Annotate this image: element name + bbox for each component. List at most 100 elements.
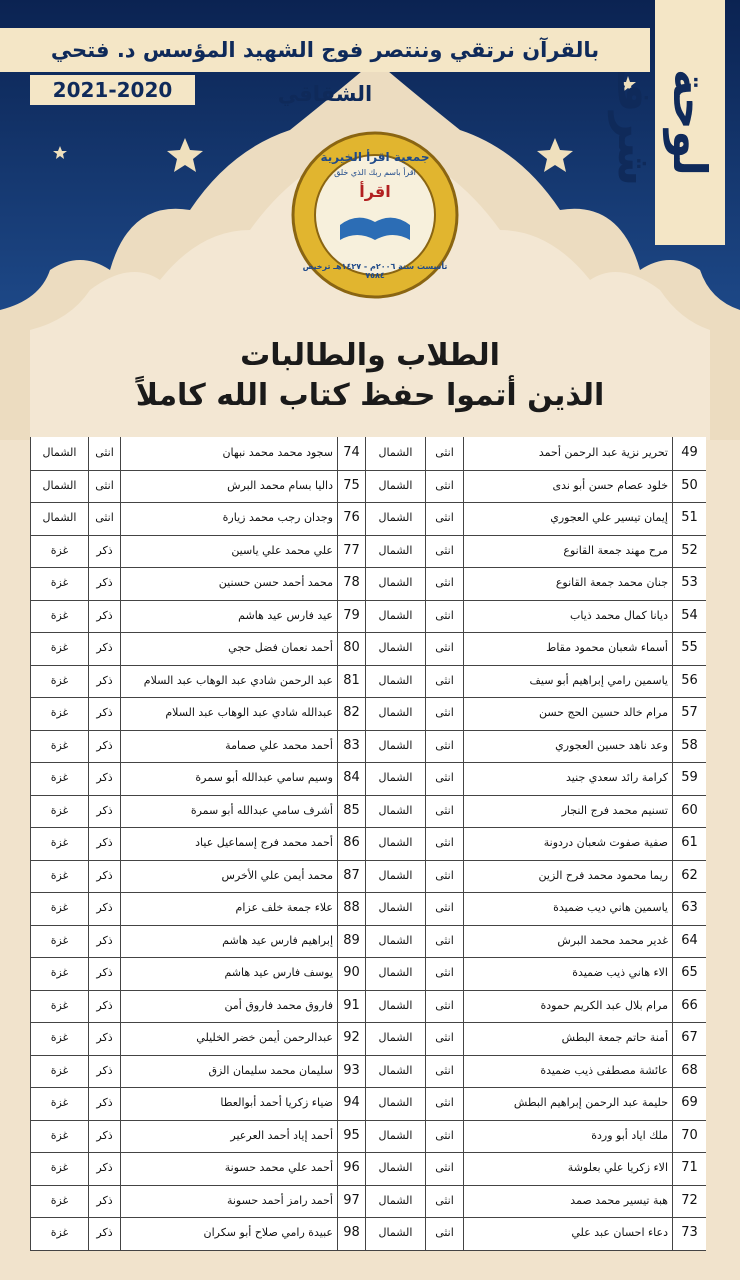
gender: انثى [88,502,120,535]
student-name: صفية صفوت شعبان دردونة [463,827,672,860]
region: غزة [30,1152,88,1185]
student-name: يوسف فارس عيد هاشم [120,957,337,990]
region: غزة [30,567,88,600]
student-name: كرامة رائد سعدي جنيد [463,762,672,795]
gender: انثى [425,697,463,730]
table-row: الشمال انثى مرام بلال عبد الكريم حمودة 66 غز… [30,989,706,1023]
table-row: الشمال انثى إيمان تيسير علي العجوري 51 الشما… [30,502,706,536]
gender: ذكر [88,632,120,665]
region: غزة [30,827,88,860]
table-row: الشمال انثى تحرير نزية عبد الرحمن أحمد 49 ال… [30,437,706,471]
table-row: الشمال انثى كرامة رائد سعدي جنيد 59 غزة ذكر وس… [30,762,706,796]
gender: انثى [425,502,463,535]
student-name: وجدان رجب محمد زيارة [120,502,337,535]
gender: ذكر [88,1119,120,1152]
gender: انثى [425,1217,463,1250]
gender: ذكر [88,859,120,892]
student-name: أحمد نعمان فضل حجي [120,632,337,665]
table-row: الشمال انثى مرح مهند جمعة القانوع 52 غزة ذكر ع… [30,534,706,568]
gender: انثى [425,729,463,762]
gender: انثى [425,1184,463,1217]
table-row: الشمال انثى الاء زكريا علي بعلوشة 71 غزة ذكر أ… [30,1152,706,1186]
serial-number: 95 [337,1119,365,1152]
student-name: ضياء زكريا أحمد أبوالعطا [120,1087,337,1120]
region: الشمال [365,1119,425,1152]
gender: انثى [425,1119,463,1152]
serial-number: 81 [337,664,365,697]
region: غزة [30,989,88,1022]
serial-number: 70 [672,1119,706,1152]
gender: ذكر [88,729,120,762]
gender: انثى [425,632,463,665]
table-row: الشمال انثى الاء هاني ذيب ضميدة 65 غزة ذكر يوس… [30,957,706,991]
student-name: إيمان تيسير علي العجوري [463,502,672,535]
serial-number: 98 [337,1217,365,1250]
gender: ذكر [88,989,120,1022]
student-name: وعد ناهد حسين العجوري [463,729,672,762]
table-row: الشمال انثى ياسمين هاني ديب ضميدة 63 غزة ذكر ع… [30,892,706,926]
gender: انثى [425,827,463,860]
gender: انثى [425,599,463,632]
gender: انثى [425,1022,463,1055]
student-name: أحمد إياد أحمد العرعير [120,1119,337,1152]
serial-number: 91 [337,989,365,1022]
student-name: الاء هاني ذيب ضميدة [463,957,672,990]
region: الشمال [365,437,425,470]
serial-number: 63 [672,892,706,925]
table-row: الشمال انثى عائشة مصطفى ذيب ضميدة 68 غزة ذكر س… [30,1054,706,1088]
table-row: الشمال انثى هبة تيسير محمد صمد 72 غزة ذكر أحمد… [30,1184,706,1218]
gender: انثى [425,534,463,567]
serial-number: 60 [672,794,706,827]
student-name: مرام خالد حسين الحج حسن [463,697,672,730]
serial-number: 86 [337,827,365,860]
table-row: الشمال انثى دعاء احسان عبد علي 73 غزة ذكر عبيد… [30,1217,706,1251]
region: الشمال [365,1217,425,1250]
table-row: الشمال انثى حليمة عبد الرحمن إبراهيم البطش… [30,1087,706,1121]
region: الشمال [365,599,425,632]
gender: انثى [425,567,463,600]
region: غزة [30,664,88,697]
gender: ذكر [88,1087,120,1120]
subheading: الذين أتموا حفظ كتاب الله كاملاً [135,378,605,413]
serial-number: 51 [672,502,706,535]
gender: ذكر [88,697,120,730]
student-name: أمنة حاتم جمعة البطش [463,1022,672,1055]
serial-number: 90 [337,957,365,990]
region: غزة [30,762,88,795]
logo-founded: تأسست سنة ٢٠٠٦م - ١٤٢٧هـ ترخيص ٧٥٨٤ [302,262,448,280]
student-name: عبدالرحمن أيمن خضر الخليلي [120,1022,337,1055]
table-row: الشمال انثى غدير محمد محمد البرش 64 غزة ذكر إب… [30,924,706,958]
region: غزة [30,794,88,827]
serial-number: 52 [672,534,706,567]
gender: ذكر [88,1054,120,1087]
student-name: دعاء احسان عبد علي [463,1217,672,1250]
region: الشمال [365,469,425,502]
logo-name: جمعية اقرأ الخيرية [320,150,430,164]
region: غزة [30,1054,88,1087]
gender: انثى [425,437,463,470]
serial-number: 84 [337,762,365,795]
serial-number: 85 [337,794,365,827]
gender: ذكر [88,1022,120,1055]
serial-number: 57 [672,697,706,730]
serial-number: 55 [672,632,706,665]
student-name: عبدالله شادي عبد الوهاب عبد السلام [120,697,337,730]
region: الشمال [365,957,425,990]
years: 2021-2020 [30,75,195,105]
region: غزة [30,892,88,925]
region: غزة [30,534,88,567]
gender: انثى [425,989,463,1022]
serial-number: 89 [337,924,365,957]
student-name: علاء جمعة خلف عزام [120,892,337,925]
gender: انثى [425,1152,463,1185]
region: الشمال [365,892,425,925]
student-name: عبد الرحمن شادي عبد الوهاب عبد السلام [120,664,337,697]
student-name: أسماء شعبان محمود مقاط [463,632,672,665]
region: غزة [30,1087,88,1120]
serial-number: 77 [337,534,365,567]
region: غزة [30,1184,88,1217]
student-name: ريما محمود محمد فرح الزين [463,859,672,892]
student-name: ياسمين هاني ديب ضميدة [463,892,672,925]
region: غزة [30,859,88,892]
student-name: محمد أحمد حسن حسنين [120,567,337,600]
